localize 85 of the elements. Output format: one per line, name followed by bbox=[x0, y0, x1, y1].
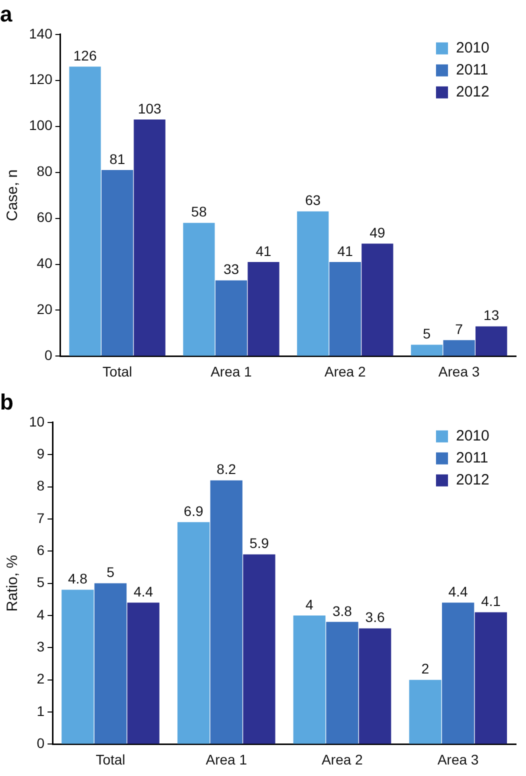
y-tick-label: 120 bbox=[29, 71, 53, 88]
bar bbox=[215, 280, 248, 356]
x-tick-label: Area 2 bbox=[324, 363, 366, 380]
legend-label: 2012 bbox=[456, 84, 490, 101]
bar bbox=[443, 340, 475, 356]
y-tick-label: 9 bbox=[36, 445, 45, 462]
bar bbox=[243, 554, 276, 744]
data-label: 4 bbox=[305, 596, 314, 612]
data-label: 4.8 bbox=[68, 570, 88, 587]
bar bbox=[474, 612, 507, 744]
data-label: 4.4 bbox=[134, 583, 154, 600]
data-label: 3.8 bbox=[332, 602, 352, 619]
x-tick-label: Area 1 bbox=[210, 363, 252, 380]
data-label: 103 bbox=[138, 100, 162, 116]
legend-label: 2010 bbox=[456, 40, 490, 57]
y-tick-label: 7 bbox=[36, 510, 45, 526]
data-label: 33 bbox=[223, 261, 240, 278]
bar bbox=[94, 583, 127, 744]
chart-title: b bbox=[0, 389, 14, 414]
legend-label: 2012 bbox=[456, 472, 490, 489]
y-tick-label: 5 bbox=[36, 574, 45, 590]
data-label: 6.9 bbox=[184, 503, 204, 520]
y-tick-label: 20 bbox=[36, 301, 53, 318]
bar bbox=[248, 262, 280, 356]
bar bbox=[358, 628, 392, 744]
bar bbox=[297, 211, 329, 356]
data-label: 41 bbox=[337, 242, 354, 259]
y-tick-label: 1 bbox=[36, 702, 45, 719]
data-label: 8.2 bbox=[216, 461, 236, 478]
legend-label: 2010 bbox=[456, 428, 490, 445]
y-axis-title: Ratio, % bbox=[4, 554, 22, 612]
data-label: 2 bbox=[421, 660, 430, 677]
data-label: 5 bbox=[422, 326, 431, 342]
bar bbox=[362, 244, 394, 356]
data-label: 5 bbox=[106, 564, 115, 580]
chart-title: a bbox=[0, 1, 13, 26]
y-tick-label: 0 bbox=[36, 735, 45, 752]
bar bbox=[326, 622, 358, 744]
x-tick-label: Area 2 bbox=[322, 751, 364, 768]
y-tick-label: 4 bbox=[36, 606, 45, 622]
bar bbox=[134, 119, 166, 356]
bar bbox=[409, 680, 442, 744]
legend-label: 2011 bbox=[456, 62, 488, 79]
data-label: 7 bbox=[455, 320, 464, 337]
bar bbox=[210, 480, 242, 744]
data-label: 4.4 bbox=[448, 583, 468, 600]
legend-label: 2011 bbox=[456, 450, 488, 467]
x-tick-label: Area 3 bbox=[438, 363, 480, 380]
data-label: 63 bbox=[305, 192, 321, 208]
data-label: 49 bbox=[370, 224, 386, 240]
y-axis-title: Case, n bbox=[4, 169, 22, 222]
data-label: 13 bbox=[484, 307, 500, 324]
y-tick-label: 40 bbox=[36, 255, 53, 272]
y-tick-label: 100 bbox=[29, 117, 53, 134]
bar bbox=[177, 522, 210, 744]
x-tick-label: Area 3 bbox=[437, 751, 479, 768]
data-label: 41 bbox=[256, 242, 272, 259]
x-tick-label: Area 1 bbox=[206, 751, 248, 768]
y-tick-label: 3 bbox=[36, 638, 45, 655]
bar bbox=[293, 615, 326, 744]
data-label: 3.6 bbox=[365, 609, 385, 626]
bar bbox=[69, 66, 101, 356]
data-label: 81 bbox=[110, 150, 126, 167]
bar bbox=[442, 602, 474, 744]
y-tick-label: 60 bbox=[36, 209, 53, 226]
x-tick-label: Total bbox=[102, 363, 132, 380]
y-tick-label: 80 bbox=[36, 163, 53, 180]
y-tick-label: 2 bbox=[36, 670, 45, 687]
bar bbox=[127, 602, 160, 744]
bar bbox=[62, 590, 94, 744]
data-label: 5.9 bbox=[249, 535, 270, 552]
bar bbox=[476, 326, 508, 356]
bar bbox=[183, 222, 215, 356]
bar bbox=[329, 262, 361, 356]
bar bbox=[102, 170, 134, 356]
data-label: 4.1 bbox=[481, 593, 501, 610]
data-label: 126 bbox=[73, 47, 97, 64]
y-tick-label: 140 bbox=[29, 25, 53, 42]
data-label: 58 bbox=[191, 204, 207, 220]
bar bbox=[410, 344, 443, 356]
y-tick-label: 0 bbox=[44, 347, 53, 364]
y-tick-label: 8 bbox=[36, 478, 45, 494]
x-tick-label: Total bbox=[96, 751, 126, 768]
y-tick-label: 6 bbox=[36, 542, 45, 558]
y-tick-label: 10 bbox=[28, 413, 45, 430]
